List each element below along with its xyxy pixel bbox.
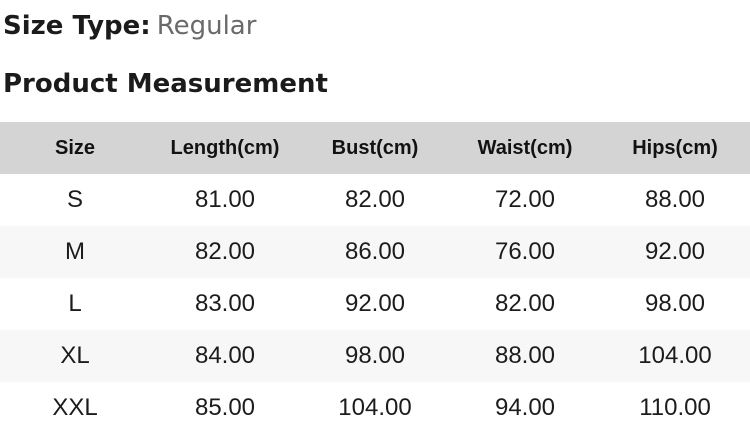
cell-length: 84.00 <box>194 342 256 369</box>
product-measurement-title: Product Measurement <box>3 69 328 99</box>
cell-hips: 104.00 <box>638 342 712 369</box>
table-row-xxl: XXL 85.00 104.00 94.00 110.00 <box>0 382 750 434</box>
cell-bust: 86.00 <box>344 238 406 265</box>
header-row: Size Length(cm) Bust(cm) Waist(cm) Hips(… <box>0 122 750 174</box>
size-type-label: Size Type: <box>3 11 151 41</box>
cell-length: 85.00 <box>194 394 256 421</box>
cell-size: M <box>65 238 85 265</box>
cell-hips: 110.00 <box>639 394 711 421</box>
cell-length: 81.00 <box>194 186 256 213</box>
table-row-xl: XL 84.00 98.00 88.00 104.00 <box>0 330 750 382</box>
column-header-size: Size <box>54 136 96 159</box>
cell-bust: 92.00 <box>344 290 406 317</box>
column-header-hips: Hips(cm) <box>632 136 718 159</box>
table-row-m: M 82.00 86.00 76.00 92.00 <box>0 226 750 278</box>
cell-hips: 92.00 <box>644 238 706 265</box>
size-type-line: Size Type: Regular <box>3 13 256 39</box>
cell-size: S <box>66 186 83 213</box>
column-header-bust: Bust(cm) <box>331 136 419 159</box>
cell-bust: 98.00 <box>344 342 406 369</box>
cell-length: 82.00 <box>194 238 256 265</box>
measurement-table-header: Size Length(cm) Bust(cm) Waist(cm) Hips(… <box>0 122 750 174</box>
cell-waist: 82.00 <box>494 290 556 317</box>
cell-length: 83.00 <box>194 290 256 317</box>
column-header-length: Length(cm) <box>170 136 280 159</box>
cell-size: XXL <box>52 394 98 421</box>
cell-waist: 72.00 <box>494 186 556 213</box>
cell-waist: 88.00 <box>494 342 556 369</box>
cell-waist: 94.00 <box>494 394 556 421</box>
cell-size: L <box>68 290 82 317</box>
column-header-waist: Waist(cm) <box>477 136 573 159</box>
cell-hips: 98.00 <box>644 290 706 317</box>
size-type-value: Regular <box>156 11 257 41</box>
table-row-l: L 83.00 92.00 82.00 98.00 <box>0 278 750 330</box>
cell-hips: 88.00 <box>644 186 706 213</box>
cell-bust: 82.00 <box>344 186 406 213</box>
measurement-table: Size Length(cm) Bust(cm) Waist(cm) Hips(… <box>0 122 750 434</box>
cell-bust: 104.00 <box>338 394 412 421</box>
measurement-table-body: S 81.00 82.00 72.00 88.00 M 82.00 86.00 … <box>0 174 750 434</box>
table-row-s: S 81.00 82.00 72.00 88.00 <box>0 174 750 226</box>
cell-size: XL <box>60 342 90 369</box>
cell-waist: 76.00 <box>494 238 556 265</box>
